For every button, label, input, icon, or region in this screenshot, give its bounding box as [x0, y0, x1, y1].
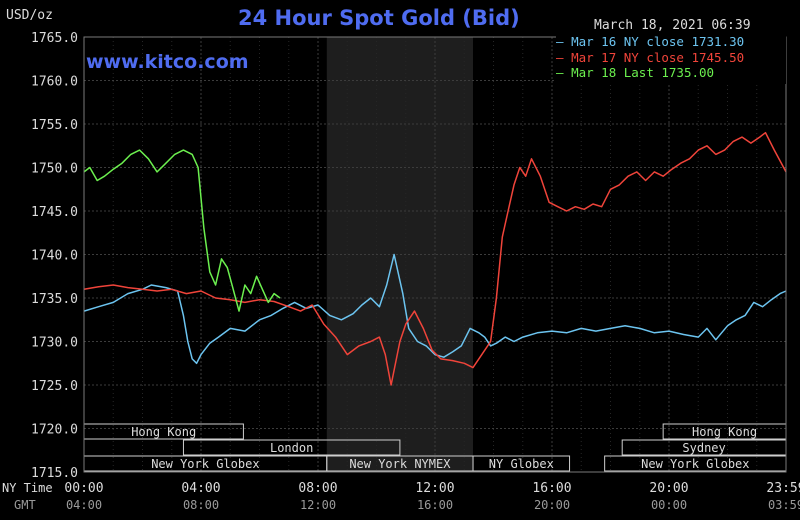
series-line-mar16 [83, 253, 787, 365]
site-url[interactable]: www.kitco.com [86, 51, 249, 73]
x-tick-label-ny: 16:00 [532, 481, 571, 496]
y-tick-label: 1725.0 [31, 379, 78, 394]
y-axis-unit: USD/oz [6, 8, 53, 23]
x-tick-label-gmt: 00:00 [651, 498, 687, 512]
x-row-label-gmt: GMT [14, 498, 36, 512]
chart-title: 24 Hour Spot Gold (Bid) [238, 6, 520, 30]
y-tick-label: 1720.0 [31, 423, 78, 438]
series-line-mar17 [83, 131, 787, 386]
y-axis: 1715.0 1720.0 1725.0 1730.0 1735.0 1740.0 1745… [31, 31, 78, 481]
legend-label-mar16: Mar 16 NY close 1731.30 [571, 34, 745, 49]
legend-label-mar18: Mar 18 Last 1735.00 [571, 65, 715, 80]
session-box [472, 455, 571, 472]
session-label: London [270, 441, 313, 455]
y-tick-label: 1715.0 [31, 466, 78, 481]
session-label: New York Globex [641, 457, 749, 471]
legend-item-mar16: – Mar 16 NY close 1731.30 [556, 34, 745, 49]
y-tick-label: 1740.0 [31, 249, 78, 264]
x-row-label-ny: NY Time [2, 481, 53, 495]
x-tick-label-gmt: 04:00 [66, 498, 102, 512]
y-tick-label: 1750.0 [31, 162, 78, 177]
session-label: New York NYMEX [349, 457, 451, 471]
y-tick-label: 1735.0 [31, 292, 78, 307]
session-box [182, 439, 401, 456]
chart-legend: – Mar 16 NY close 1731.30 – Mar 17 NY cl… [556, 34, 786, 84]
x-tick-label-ny: 20:00 [649, 481, 688, 496]
x-axis: NY Time GMT 00:00 04:00 04:00 08:00 08:00 12:00… [2, 481, 800, 512]
x-tick-label-ny: 23:59 [766, 481, 800, 496]
chart-series [83, 131, 787, 386]
legend-item-mar18: – Mar 18 Last 1735.00 [556, 65, 715, 80]
session-label: NY Globex [489, 457, 554, 471]
x-tick-label-gmt: 20:00 [534, 498, 570, 512]
y-tick-label: 1765.0 [31, 31, 78, 46]
y-tick-label: 1745.0 [31, 205, 78, 220]
chart-datetime: March 18, 2021 06:39 [594, 18, 751, 33]
y-tick-label: 1760.0 [31, 75, 78, 90]
y-tick-label: 1730.0 [31, 336, 78, 351]
x-tick-label-ny: 04:00 [181, 481, 220, 496]
series-line-mar18 [83, 149, 281, 312]
x-tick-label-gmt: 03:59 [768, 498, 800, 512]
y-tick-label: 1755.0 [31, 118, 78, 133]
x-tick-label-gmt: 16:00 [417, 498, 453, 512]
x-tick-label-ny: 08:00 [298, 481, 337, 496]
session-label: New York Globex [151, 457, 259, 471]
session-label: Hong Kong [692, 425, 757, 439]
session-label: Hong Kong [131, 425, 196, 439]
x-tick-label-ny: 00:00 [64, 481, 103, 496]
legend-item-mar17: – Mar 17 NY close 1745.50 [556, 49, 745, 65]
x-tick-label-ny: 12:00 [415, 481, 454, 496]
plot-border [83, 36, 787, 473]
x-tick-label-gmt: 08:00 [183, 498, 219, 512]
session-label: Sydney [682, 441, 725, 455]
x-tick-label-gmt: 12:00 [300, 498, 336, 512]
legend-label-mar17: Mar 17 NY close 1745.50 [571, 49, 745, 65]
